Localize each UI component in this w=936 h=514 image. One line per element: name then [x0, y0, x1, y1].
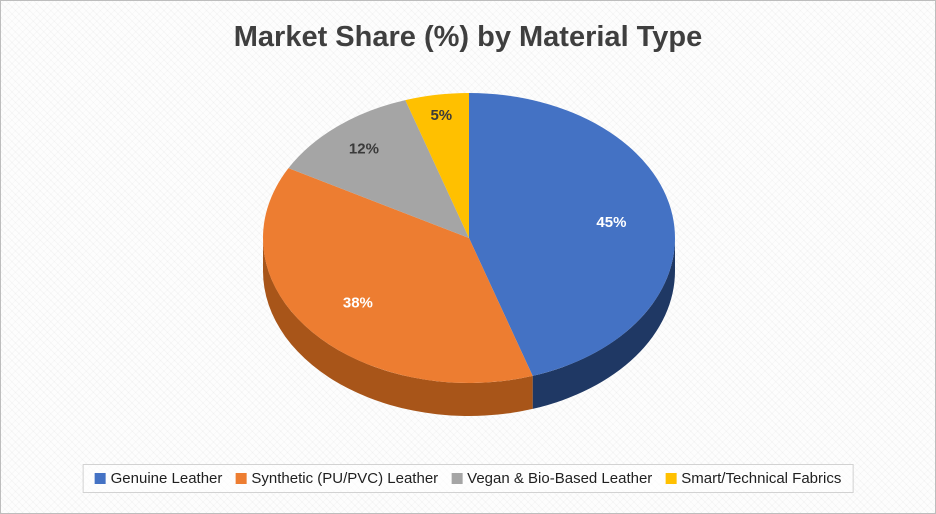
pie-depth-genuine-leather [532, 238, 675, 409]
legend-item-smart-technical-fabrics[interactable]: Smart/Technical Fabrics [665, 470, 841, 487]
pie-slice-smart-technical-fabrics[interactable] [405, 93, 469, 238]
legend: Genuine Leather Synthetic (PU/PVC) Leathe… [82, 464, 854, 493]
legend-item-synthetic-pu-pvc-leather[interactable]: Synthetic (PU/PVC) Leather [235, 470, 438, 487]
legend-marker-genuine-leather [94, 473, 106, 484]
pie-slice-synthetic-pu-pvc-leather[interactable] [263, 168, 533, 383]
legend-marker-vegan-bio-based-leather [451, 473, 463, 484]
legend-label: Vegan & Bio-Based Leather [467, 470, 653, 487]
pie-slice-vegan-bio-based-leather[interactable] [288, 100, 469, 238]
chart-title: Market Share (%) by Material Type [233, 21, 703, 53]
pie-slice-genuine-leather[interactable] [469, 93, 675, 376]
legend-item-vegan-bio-based-leather[interactable]: Vegan & Bio-Based Leather [451, 470, 652, 487]
data-label-smart-technical-fabrics: 5% [430, 107, 452, 124]
legend-label: Genuine Leather [110, 470, 223, 487]
legend-label: Smart/Technical Fabrics [681, 470, 842, 487]
data-label-vegan-bio-based-leather: 12% [349, 141, 379, 158]
data-label-genuine-leather: 45% [596, 214, 626, 231]
legend-marker-smart-technical-fabrics [665, 473, 677, 484]
legend-label: Synthetic (PU/PVC) Leather [251, 470, 439, 487]
pie-depth-synthetic-pu-pvc-leather [263, 238, 533, 416]
data-label-synthetic-pu-pvc-leather: 38% [343, 295, 373, 312]
legend-marker-synthetic-pu-pvc-leather [235, 473, 247, 484]
legend-item-genuine-leather[interactable]: Genuine Leather [94, 470, 223, 487]
